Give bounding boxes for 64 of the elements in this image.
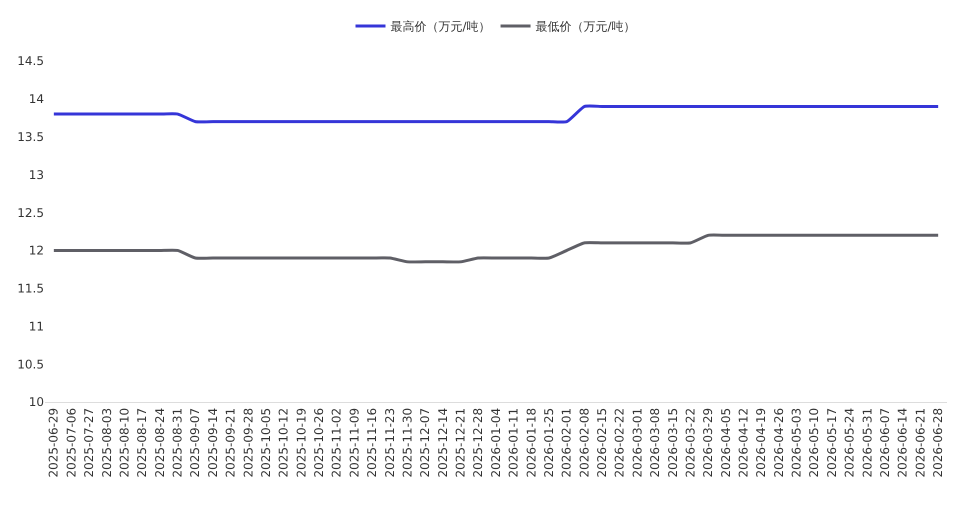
x-tick-label: 2026-05-10 — [807, 408, 822, 478]
x-tick-label: 2026-03-08 — [648, 408, 662, 478]
line-series — [52, 234, 940, 264]
x-tick-label: 2026-06-28 — [931, 408, 946, 478]
x-tick-label: 2025-10-12 — [276, 408, 291, 478]
x-tick-label: 2025-09-21 — [224, 408, 238, 478]
legend-label: 最低价（万元/吨） — [536, 20, 636, 34]
legend-label: 最高价（万元/吨） — [390, 20, 491, 34]
x-tick-label: 2026-05-24 — [842, 408, 857, 478]
x-tick-label: 2025-11-16 — [365, 408, 380, 478]
x-tick-label: 2025-08-31 — [170, 408, 185, 478]
x-tick-label: 2025-08-10 — [117, 408, 132, 478]
x-tick-label: 2026-03-01 — [630, 408, 644, 478]
x-tick-label: 2025-10-26 — [312, 408, 326, 478]
x-tick-label: 2026-02-15 — [595, 408, 610, 478]
x-tick-label: 2025-08-17 — [135, 408, 150, 478]
y-tick-label: 14.5 — [17, 54, 44, 68]
y-tick-label: 11.5 — [17, 282, 44, 296]
x-tick-label: 2026-05-17 — [824, 408, 839, 478]
y-tick-label: 11 — [28, 319, 44, 334]
x-tick-label: 2025-12-28 — [471, 408, 486, 478]
y-tick-label: 14 — [28, 92, 44, 106]
x-tick-label: 2025-11-30 — [400, 408, 414, 478]
x-tick-label: 2025-07-27 — [82, 408, 96, 478]
x-tick-label: 2026-04-05 — [718, 408, 733, 478]
x-tick-label: 2026-02-22 — [612, 408, 627, 478]
x-tick-label: 2026-01-11 — [506, 408, 521, 478]
x-tick-label: 2026-04-26 — [772, 408, 786, 478]
x-tick-label: 2025-11-23 — [382, 408, 397, 478]
x-tick-label: 2026-01-04 — [488, 408, 503, 478]
x-tick-label: 2025-10-19 — [294, 408, 308, 478]
x-tick-label: 2025-12-07 — [418, 408, 432, 478]
x-tick-label: 2026-06-07 — [878, 408, 892, 478]
y-tick-label: 10.5 — [17, 357, 44, 372]
x-tick-label: 2026-04-19 — [754, 408, 768, 478]
x-tick-label: 2026-06-21 — [913, 408, 928, 478]
x-tick-label: 2025-10-05 — [258, 408, 273, 478]
x-tick-label: 2025-11-02 — [330, 408, 344, 478]
x-tick-label: 2026-02-08 — [577, 408, 592, 478]
y-tick-label: 10 — [28, 395, 44, 410]
x-tick-label: 2026-01-25 — [542, 408, 556, 478]
x-tick-label: 2026-05-03 — [790, 408, 804, 478]
x-tick-label: 2025-08-03 — [100, 408, 114, 478]
y-tick-label: 12 — [28, 244, 44, 258]
x-tick-label: 2026-03-22 — [683, 408, 698, 478]
y-tick-label: 12.5 — [17, 206, 44, 220]
x-tick-label: 2026-06-14 — [896, 408, 910, 478]
x-tick-label: 2026-04-12 — [736, 408, 751, 478]
x-tick-label: 2026-01-18 — [524, 408, 538, 478]
x-tick-label: 2025-09-28 — [241, 408, 256, 478]
x-tick-label: 2025-11-09 — [347, 408, 362, 478]
x-tick-label: 2026-03-15 — [666, 408, 680, 478]
x-tick-label: 2025-09-14 — [206, 408, 220, 478]
y-tick-label: 13.5 — [17, 130, 44, 144]
x-tick-label: 2026-02-01 — [560, 408, 574, 478]
x-tick-label: 2025-12-14 — [436, 408, 450, 478]
x-tick-label: 2026-05-31 — [860, 408, 874, 478]
x-tick-label: 2026-03-29 — [701, 408, 716, 478]
y-tick-label: 13 — [28, 168, 44, 182]
x-tick-label: 2025-08-24 — [152, 408, 167, 478]
x-tick-label: 2025-06-29 — [46, 408, 61, 478]
x-tick-label: 2025-07-06 — [64, 408, 78, 478]
x-tick-label: 2025-12-21 — [454, 408, 468, 478]
x-tick-label: 2025-09-07 — [188, 408, 202, 478]
